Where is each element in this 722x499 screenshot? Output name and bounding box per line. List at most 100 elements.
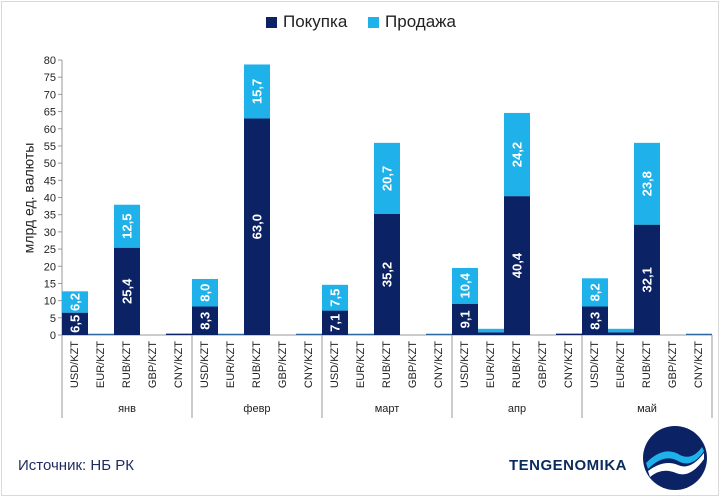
data-label-sell: 8,2 [588, 283, 603, 301]
bar-sell [452, 267, 478, 304]
category-label: EUR/KZT [95, 341, 107, 388]
brand-name: TENGENOMIKA [509, 457, 627, 474]
category-label: USD/KZT [459, 341, 471, 388]
category-label: GBP/KZT [147, 341, 159, 388]
source-note: Источник: НБ РК [18, 457, 134, 474]
category-label: CNY/KZT [563, 341, 575, 388]
bar-buy [504, 196, 530, 335]
y-tick-label: 5 [50, 313, 56, 325]
bar-buy [452, 303, 478, 335]
bar-buy [322, 310, 348, 335]
bar-sell [322, 284, 348, 311]
data-label-sell: 24,2 [510, 142, 525, 167]
category-label: EUR/KZT [225, 341, 237, 388]
bar-buy [634, 224, 660, 335]
bar-buy [686, 334, 712, 335]
data-label-sell: 20,7 [380, 166, 395, 191]
bar-buy [114, 247, 140, 335]
y-tick-label: 15 [44, 278, 56, 290]
bar-sell [114, 204, 140, 248]
category-label: GBP/KZT [277, 341, 289, 388]
data-label-buy: 32,1 [640, 267, 655, 292]
bar-sell [88, 333, 114, 335]
y-tick-label: 60 [44, 124, 56, 136]
category-label: RUB/KZT [641, 341, 653, 388]
brand-logo-icon [643, 426, 707, 490]
bar-buy [296, 334, 322, 335]
y-tick-label: 30 [44, 227, 56, 239]
category-label: EUR/KZT [485, 341, 497, 388]
group-label: янв [118, 403, 136, 415]
category-label: USD/KZT [589, 341, 601, 388]
category-label: GBP/KZT [667, 341, 679, 388]
category-label: CNY/KZT [303, 341, 315, 388]
y-tick-label: 80 [44, 55, 56, 67]
legend-item-buy: Покупка [266, 12, 347, 32]
data-label-sell: 6,2 [68, 293, 83, 311]
bar-buy [348, 334, 374, 335]
data-label-buy: 9,1 [458, 310, 473, 328]
bar-buy [192, 306, 218, 335]
legend: Покупка Продажа [0, 12, 722, 33]
bar-buy [62, 312, 88, 335]
data-label-sell: 7,5 [328, 289, 343, 307]
y-tick-label: 45 [44, 175, 56, 187]
legend-swatch-buy [266, 16, 277, 28]
bar-sell [634, 142, 660, 225]
bar-sell [582, 278, 608, 307]
legend-item-sell: Продажа [368, 12, 456, 32]
y-tick-label: 50 [44, 158, 56, 170]
bar-sell [504, 112, 530, 197]
bar-buy [608, 332, 634, 335]
bar-buy [582, 306, 608, 335]
category-label: EUR/KZT [355, 341, 367, 388]
category-label: RUB/KZT [381, 341, 393, 388]
y-tick-label: 0 [50, 330, 56, 342]
group-label: март [375, 403, 400, 415]
category-label: USD/KZT [329, 341, 341, 388]
data-label-sell: 23,8 [640, 171, 655, 196]
legend-swatch-sell [368, 16, 380, 28]
data-label-buy: 6,5 [68, 315, 83, 333]
y-tick-label: 75 [44, 72, 56, 84]
data-label-sell: 10,4 [458, 272, 473, 298]
y-tick-label: 70 [44, 89, 56, 101]
bar-buy [218, 334, 244, 335]
bar-sell [374, 142, 400, 214]
group-label: февр [243, 403, 270, 415]
legend-label-sell: Продажа [385, 12, 456, 31]
category-label: CNY/KZT [433, 341, 445, 388]
category-label: CNY/KZT [173, 341, 185, 388]
y-tick-label: 10 [44, 296, 56, 308]
data-label-buy: 40,4 [510, 252, 525, 278]
bar-sell [218, 333, 244, 335]
legend-label-buy: Покупка [283, 12, 348, 31]
data-label-buy: 8,3 [198, 312, 213, 330]
bar-buy [374, 214, 400, 335]
bar-buy [88, 334, 114, 335]
data-label-buy: 35,2 [380, 262, 395, 287]
y-tick-label: 65 [44, 107, 56, 119]
category-label: RUB/KZT [251, 341, 263, 388]
bar-buy [244, 118, 270, 335]
bar-sell [192, 278, 218, 307]
category-label: GBP/KZT [537, 341, 549, 388]
data-label-sell: 8,0 [198, 284, 213, 302]
data-label-sell: 12,5 [120, 214, 135, 239]
y-tick-label: 20 [44, 261, 56, 273]
bar-sell [608, 328, 634, 333]
category-label: RUB/KZT [511, 341, 523, 388]
bar-sell [348, 333, 374, 335]
bar-sell [426, 333, 452, 335]
category-label: EUR/KZT [615, 341, 627, 388]
group-label: май [637, 403, 657, 415]
bar-buy [478, 332, 504, 335]
data-label-sell: 15,7 [250, 79, 265, 104]
bar-sell [478, 328, 504, 333]
data-label-buy: 8,3 [588, 312, 603, 330]
y-tick-label: 40 [44, 193, 56, 205]
category-label: RUB/KZT [121, 341, 133, 388]
bar-sell [556, 333, 582, 334]
